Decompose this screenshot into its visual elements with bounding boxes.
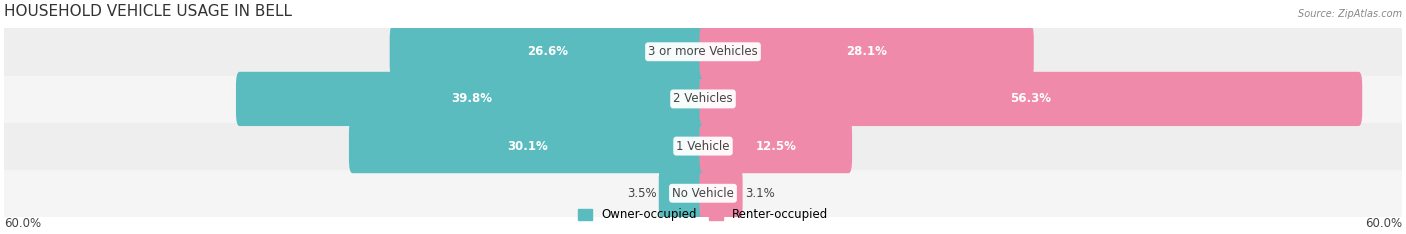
FancyBboxPatch shape bbox=[349, 119, 706, 173]
FancyBboxPatch shape bbox=[4, 122, 1402, 170]
FancyBboxPatch shape bbox=[700, 119, 852, 173]
Text: 60.0%: 60.0% bbox=[4, 217, 41, 230]
Text: No Vehicle: No Vehicle bbox=[672, 187, 734, 200]
Text: 3.5%: 3.5% bbox=[627, 187, 657, 200]
FancyBboxPatch shape bbox=[4, 169, 1402, 217]
FancyBboxPatch shape bbox=[700, 72, 1362, 126]
Legend: Owner-occupied, Renter-occupied: Owner-occupied, Renter-occupied bbox=[572, 204, 834, 226]
Text: 30.1%: 30.1% bbox=[508, 140, 548, 153]
FancyBboxPatch shape bbox=[659, 166, 706, 220]
Text: 28.1%: 28.1% bbox=[846, 45, 887, 58]
FancyBboxPatch shape bbox=[389, 25, 706, 79]
Text: 2 Vehicles: 2 Vehicles bbox=[673, 92, 733, 106]
FancyBboxPatch shape bbox=[4, 75, 1402, 123]
Text: 56.3%: 56.3% bbox=[1011, 92, 1052, 106]
Text: 26.6%: 26.6% bbox=[527, 45, 568, 58]
Text: 12.5%: 12.5% bbox=[755, 140, 796, 153]
Text: 60.0%: 60.0% bbox=[1365, 217, 1402, 230]
FancyBboxPatch shape bbox=[700, 25, 1033, 79]
Text: Source: ZipAtlas.com: Source: ZipAtlas.com bbox=[1298, 9, 1402, 19]
Text: 1 Vehicle: 1 Vehicle bbox=[676, 140, 730, 153]
Text: 3 or more Vehicles: 3 or more Vehicles bbox=[648, 45, 758, 58]
Text: HOUSEHOLD VEHICLE USAGE IN BELL: HOUSEHOLD VEHICLE USAGE IN BELL bbox=[4, 4, 292, 19]
Text: 3.1%: 3.1% bbox=[745, 187, 775, 200]
FancyBboxPatch shape bbox=[236, 72, 706, 126]
FancyBboxPatch shape bbox=[700, 166, 742, 220]
FancyBboxPatch shape bbox=[4, 28, 1402, 76]
Text: 39.8%: 39.8% bbox=[451, 92, 492, 106]
